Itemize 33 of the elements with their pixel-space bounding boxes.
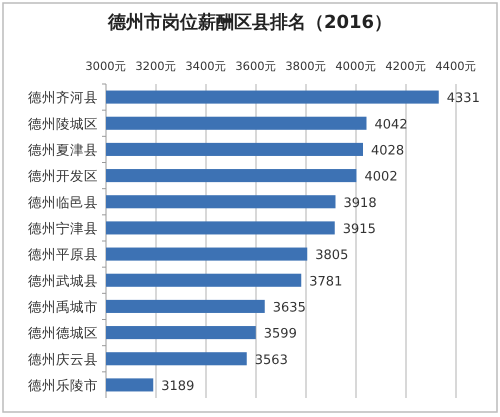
data-label: 3563 xyxy=(254,352,288,368)
data-label: 4028 xyxy=(371,143,404,158)
y-tick-label: 德州乐陵市 xyxy=(28,378,98,394)
x-tick-label: 3600元 xyxy=(235,59,277,73)
y-tick-label: 德州武城县 xyxy=(28,273,98,290)
y-tick-label: 德州陵城区 xyxy=(28,116,98,132)
data-label: 4042 xyxy=(374,117,408,132)
data-label: 3635 xyxy=(272,300,306,316)
x-tick-label: 3800元 xyxy=(285,59,327,73)
y-tick-label: 德州庆云县 xyxy=(28,352,98,368)
y-tick-label: 德州夏津县 xyxy=(28,142,98,158)
data-label: 3805 xyxy=(315,248,348,264)
data-label: 4002 xyxy=(364,170,398,185)
data-label: 3189 xyxy=(161,378,194,394)
data-label: 3915 xyxy=(342,222,376,237)
data-label: 3599 xyxy=(264,326,297,342)
x-tick-label: 3000元 xyxy=(85,59,127,73)
data-label: 3781 xyxy=(309,274,342,290)
y-tick-label: 德州德城区 xyxy=(28,326,98,342)
data-label: 3918 xyxy=(344,196,377,211)
y-tick-label: 德州临邑县 xyxy=(28,194,98,211)
x-tick-label: 3400元 xyxy=(185,59,227,73)
x-tick-label: 4400元 xyxy=(435,59,477,73)
y-tick-label: 德州开发区 xyxy=(28,168,98,185)
y-tick-label: 德州齐河县 xyxy=(28,90,98,106)
data-label: 4331 xyxy=(446,91,480,106)
x-tick-label: 4000元 xyxy=(335,59,377,73)
x-tick-label: 3200元 xyxy=(135,59,177,73)
chart-title: 德州市岗位薪酬区县排名（2016） xyxy=(106,12,392,33)
y-tick-label: 德州宁津县 xyxy=(28,220,98,237)
x-tick-label: 4200元 xyxy=(385,59,427,73)
y-tick-label: 德州平原县 xyxy=(28,247,98,264)
y-tick-label: 德州禹城市 xyxy=(28,299,98,316)
